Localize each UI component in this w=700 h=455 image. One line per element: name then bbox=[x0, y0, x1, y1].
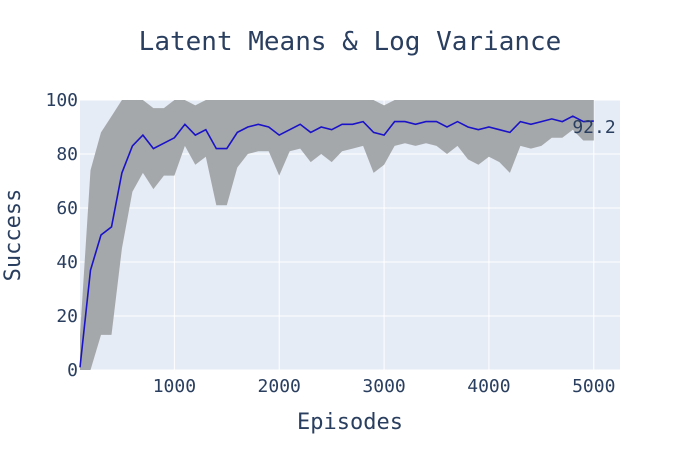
y-tick-label: 0 bbox=[67, 360, 78, 381]
x-tick-label: 4000 bbox=[467, 376, 510, 397]
x-tick-label: 3000 bbox=[362, 376, 405, 397]
y-axis-title: Success bbox=[1, 189, 26, 282]
x-tick-label: 2000 bbox=[258, 376, 301, 397]
x-axis-title: Episodes bbox=[297, 410, 403, 435]
x-tick-label: 5000 bbox=[572, 376, 615, 397]
mean-series-line bbox=[79, 115, 594, 368]
chart-title: Latent Means & Log Variance bbox=[139, 27, 562, 57]
x-tick-label: 1000 bbox=[153, 376, 196, 397]
y-tick-label: 40 bbox=[56, 252, 78, 273]
y-tick-label: 100 bbox=[45, 90, 78, 111]
y-tick-label: 80 bbox=[56, 144, 78, 165]
y-tick-label: 60 bbox=[56, 198, 78, 219]
y-tick-label: 20 bbox=[56, 306, 78, 327]
end-value-label: 92.2 bbox=[572, 117, 615, 138]
variance-band bbox=[80, 100, 594, 370]
y-axis-ticks: 0 20 40 60 80 100 bbox=[45, 90, 78, 381]
x-axis-ticks: 1000 2000 3000 4000 5000 bbox=[153, 376, 616, 397]
